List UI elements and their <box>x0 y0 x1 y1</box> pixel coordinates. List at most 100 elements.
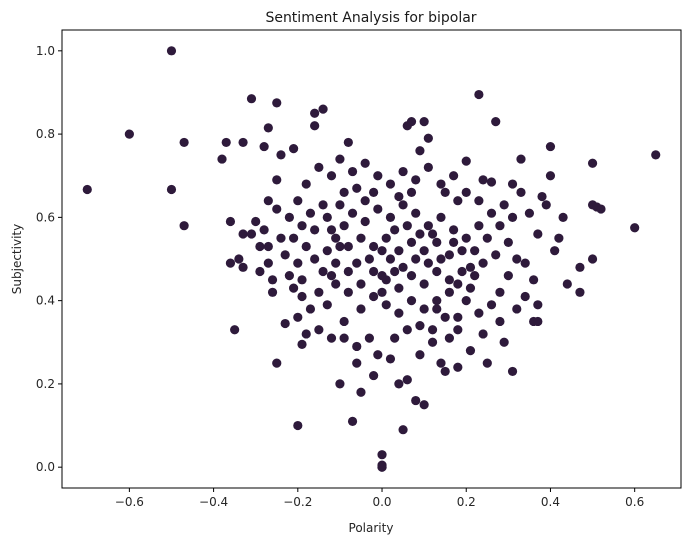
data-point <box>238 229 248 239</box>
data-point <box>474 308 484 318</box>
data-point <box>263 196 273 206</box>
data-point <box>482 233 492 243</box>
data-point <box>305 208 316 218</box>
data-point <box>263 258 273 268</box>
data-point <box>314 162 324 172</box>
data-point <box>284 271 294 281</box>
data-point <box>432 237 442 247</box>
data-point <box>449 225 459 235</box>
data-point <box>411 175 421 185</box>
data-point <box>419 304 429 314</box>
y-tick-label: 0.8 <box>36 127 55 141</box>
data-point <box>533 300 543 310</box>
data-point <box>297 291 307 302</box>
data-point <box>461 296 471 306</box>
data-point <box>478 175 488 185</box>
data-point <box>225 216 236 227</box>
data-point <box>179 221 189 231</box>
data-point <box>554 233 564 243</box>
data-point <box>369 266 379 277</box>
data-point <box>427 337 438 347</box>
data-point <box>478 258 488 268</box>
data-point <box>305 304 316 314</box>
data-point <box>360 216 370 227</box>
data-point <box>415 146 425 156</box>
data-point <box>284 212 294 222</box>
data-point <box>491 117 501 127</box>
data-point <box>444 250 454 260</box>
data-point <box>440 187 450 197</box>
data-point <box>356 233 366 243</box>
data-point <box>491 250 501 260</box>
data-point <box>356 279 366 289</box>
data-point <box>423 221 433 231</box>
data-point <box>436 254 446 264</box>
data-point <box>360 196 370 206</box>
data-point <box>335 241 345 252</box>
data-point <box>398 425 408 435</box>
data-point <box>369 370 379 381</box>
data-point <box>322 300 332 310</box>
data-point <box>558 212 568 222</box>
data-point <box>255 266 265 277</box>
data-point <box>478 329 488 339</box>
data-point <box>234 254 244 264</box>
x-tick-label: 0.2 <box>457 495 476 509</box>
data-point <box>343 266 353 277</box>
data-point <box>436 179 446 189</box>
data-point <box>272 358 282 368</box>
data-point <box>217 154 227 164</box>
data-point <box>293 196 303 206</box>
data-point <box>419 279 429 289</box>
data-point <box>297 275 307 285</box>
data-point <box>411 254 421 264</box>
data-point <box>411 208 421 218</box>
data-point <box>470 271 480 281</box>
data-point <box>326 171 337 181</box>
data-point <box>246 94 257 104</box>
data-point <box>562 279 572 289</box>
data-point <box>482 358 492 368</box>
data-point <box>406 296 417 306</box>
data-point <box>545 141 556 152</box>
data-point <box>651 150 661 160</box>
data-point <box>280 318 290 329</box>
x-tick-label: 0.0 <box>372 495 391 509</box>
data-point <box>301 329 311 339</box>
data-point <box>465 283 476 293</box>
data-point <box>343 241 353 252</box>
data-point <box>373 204 383 214</box>
data-point <box>596 204 606 214</box>
data-point <box>436 212 446 222</box>
data-point <box>377 246 387 256</box>
data-point <box>339 221 349 231</box>
data-point <box>364 254 374 264</box>
data-point <box>280 250 290 260</box>
data-point <box>465 262 476 272</box>
plot-frame <box>61 29 682 489</box>
data-point <box>343 287 353 297</box>
data-point <box>432 296 442 306</box>
data-point <box>322 246 332 256</box>
data-point <box>398 262 408 272</box>
data-point <box>486 208 497 218</box>
data-point <box>545 171 556 181</box>
data-point <box>314 325 324 335</box>
data-point <box>398 166 408 177</box>
y-tick-label: 0.4 <box>36 294 55 308</box>
data-point <box>453 325 463 335</box>
data-point <box>453 279 463 289</box>
x-tick-label: 0.6 <box>625 495 644 509</box>
data-point <box>301 179 311 189</box>
data-point <box>352 341 362 352</box>
data-point <box>423 133 433 143</box>
data-point <box>310 121 320 131</box>
data-point <box>398 200 408 210</box>
x-tick-label: −0.6 <box>115 495 144 509</box>
data-point <box>402 375 412 385</box>
data-point <box>259 141 269 152</box>
data-point <box>225 258 236 268</box>
data-point <box>347 416 358 426</box>
data-point <box>369 187 379 197</box>
